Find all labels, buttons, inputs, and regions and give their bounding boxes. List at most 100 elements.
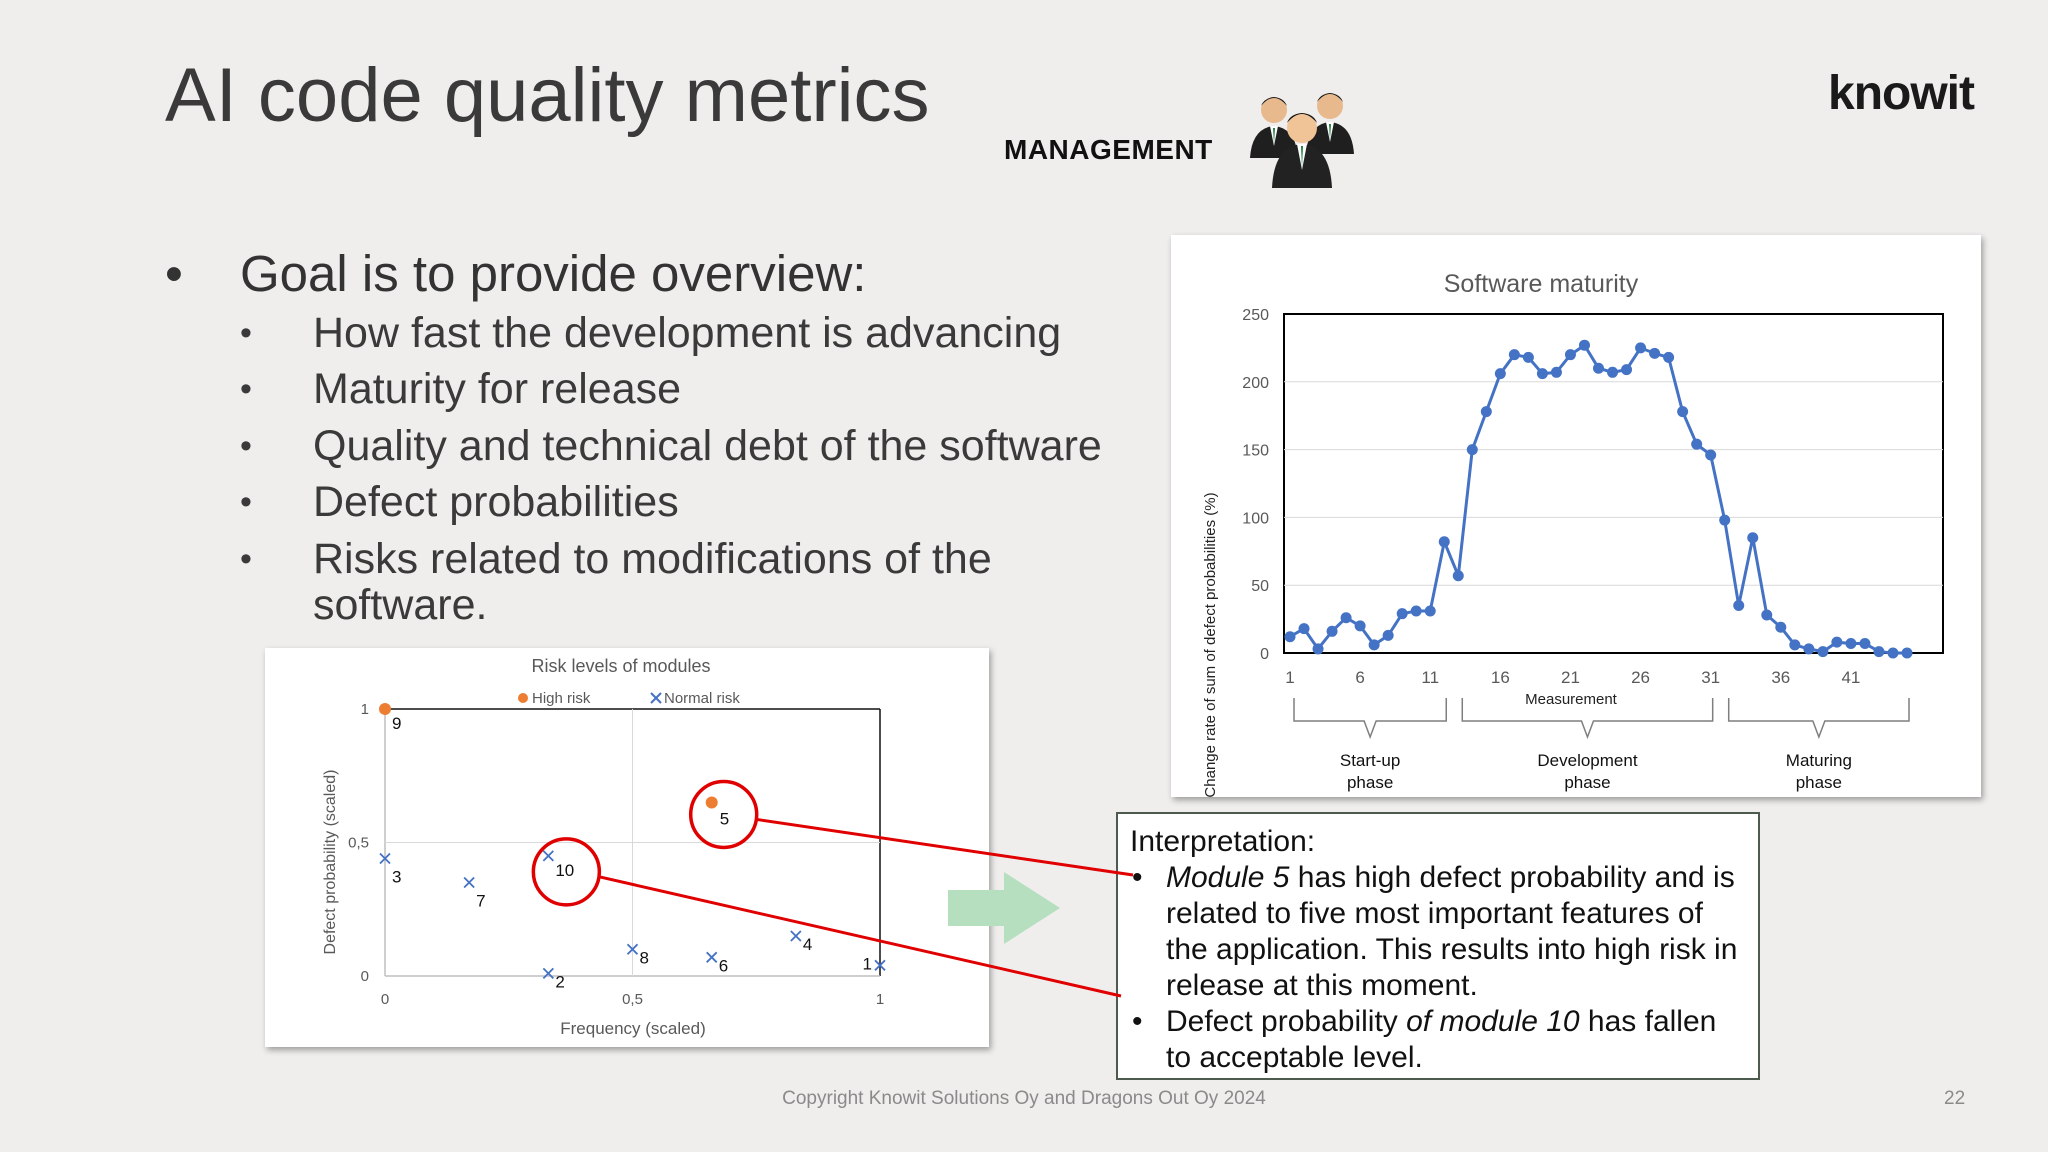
line-text: to acceptable level.	[1166, 1041, 1423, 1074]
point-label: 6	[719, 956, 728, 975]
data-point	[1649, 347, 1661, 359]
data-point	[1340, 612, 1352, 624]
line-text: related to five most important features …	[1166, 897, 1703, 930]
data-point	[1312, 643, 1324, 655]
text-line: Defect probability of module 10 has fall…	[1166, 1004, 1746, 1040]
maturity-chart-card: Software maturity Change rate of sum of …	[1171, 235, 1981, 798]
page-number: 22	[1944, 1088, 1966, 1109]
point-label: 4	[803, 935, 812, 954]
legend-high-risk-marker	[518, 693, 528, 703]
data-point	[1396, 608, 1408, 620]
phase-label: phase	[1347, 773, 1393, 792]
bullet-marker: •	[1132, 861, 1143, 894]
x-tick-label: 1	[876, 991, 884, 1008]
data-point	[1845, 638, 1857, 650]
x-tick-label: 0	[381, 991, 389, 1008]
high-risk-point	[705, 796, 718, 809]
bullet-marker: •	[1132, 1005, 1143, 1038]
footer-copyright: Copyright Knowit Solutions Oy and Dragon…	[782, 1088, 1266, 1109]
bullet-marker: •	[240, 540, 252, 578]
plot-frame	[1283, 313, 1944, 654]
data-point	[1859, 638, 1871, 650]
data-point	[1803, 643, 1815, 655]
interpretation-item-1: • Module 5 has high defect probability a…	[1130, 860, 1746, 1004]
normal-risk-point	[706, 951, 718, 963]
right-arrow-icon	[948, 872, 1060, 944]
data-point	[1663, 351, 1675, 363]
text-line: to acceptable level.	[1166, 1040, 1746, 1076]
normal-risk-point	[542, 967, 554, 979]
data-point	[1494, 368, 1506, 380]
legend-normal-risk-marker	[650, 692, 662, 704]
y-tick-label: 1	[361, 701, 369, 718]
normal-risk-point	[790, 930, 802, 942]
software-maturity-chart: Software maturity Change rate of sum of …	[1202, 270, 1944, 798]
interpretation-heading: Interpretation:	[1130, 825, 1316, 858]
bullet-marker: •	[165, 245, 183, 302]
data-point	[1733, 600, 1745, 612]
x-tick-label: 21	[1561, 668, 1580, 687]
x-tick-label: 26	[1631, 668, 1650, 687]
normal-risk-point	[542, 850, 554, 862]
data-point	[1536, 368, 1548, 380]
x-tick-label: 11	[1421, 668, 1439, 687]
text-line: related to five most important features …	[1166, 896, 1746, 932]
y-tick-label: 200	[1242, 375, 1269, 392]
sub-bullet-text: Defect probabilities	[313, 478, 679, 526]
data-point	[1775, 621, 1787, 633]
business-people-icon	[1250, 93, 1354, 188]
data-point	[1719, 514, 1731, 526]
data-point	[1410, 605, 1422, 617]
data-point	[1438, 536, 1450, 548]
x-tick-label: 1	[1285, 668, 1294, 687]
y-tick-label: 50	[1251, 578, 1269, 595]
line-text: release at this moment.	[1166, 969, 1478, 1002]
interpretation-item-2: • Defect probability of module 10 has fa…	[1130, 1004, 1746, 1076]
sub-bullet-text: Quality and technical debt of the softwa…	[313, 422, 1102, 470]
data-point	[1593, 362, 1604, 374]
phase-bracket	[1727, 698, 1910, 740]
main-bullet-text: Goal is to provide overview:	[240, 245, 867, 302]
phase-label: Start-up	[1340, 751, 1400, 770]
data-point	[1284, 631, 1296, 643]
chart-x-axis-label: Measurement	[1525, 691, 1618, 708]
high-risk-point	[379, 703, 391, 715]
sub-bullet-text: software.	[313, 581, 488, 629]
data-point	[1831, 636, 1843, 648]
x-tick-label: 16	[1491, 668, 1510, 687]
y-tick-label: 150	[1242, 443, 1269, 460]
maturity-series-line	[1289, 343, 1907, 655]
point-label: 7	[476, 892, 485, 911]
line-text: has high defect probability and is	[1289, 861, 1735, 894]
y-tick-label: 100	[1242, 510, 1269, 527]
chart-y-axis-label: Change rate of sum of defect probabiliti…	[1202, 492, 1219, 797]
bullet-marker: •	[240, 427, 252, 465]
data-point	[1607, 366, 1619, 378]
x-tick-label: 0,5	[622, 991, 643, 1008]
chart-legend: High risk Normal risk	[518, 690, 740, 707]
data-point	[1326, 625, 1338, 637]
role-label: MANAGEMENT	[1004, 134, 1213, 165]
x-tick-label: 6	[1355, 668, 1364, 687]
x-tick-label: 31	[1701, 668, 1720, 687]
data-point	[1789, 639, 1801, 651]
point-label: 9	[392, 714, 401, 733]
line-text: has fallen	[1579, 1005, 1717, 1038]
bullet-marker: •	[240, 370, 252, 408]
chart-x-axis-label: Frequency (scaled)	[560, 1019, 706, 1038]
data-point	[1298, 623, 1310, 635]
phase-bracket	[1461, 698, 1714, 740]
data-point	[1887, 647, 1899, 659]
chart-title: Risk levels of modules	[531, 656, 710, 676]
normal-risk-point	[379, 852, 391, 865]
data-point	[1368, 639, 1380, 651]
phase-label: phase	[1564, 773, 1610, 792]
point-label: 3	[392, 868, 401, 887]
point-label: 8	[640, 948, 649, 967]
point-label: 1	[863, 954, 872, 973]
line-text: Defect probability	[1166, 1005, 1407, 1038]
data-point	[1424, 605, 1436, 617]
normal-risk-point	[463, 876, 475, 889]
data-point	[1466, 444, 1478, 456]
data-point	[1677, 406, 1689, 418]
